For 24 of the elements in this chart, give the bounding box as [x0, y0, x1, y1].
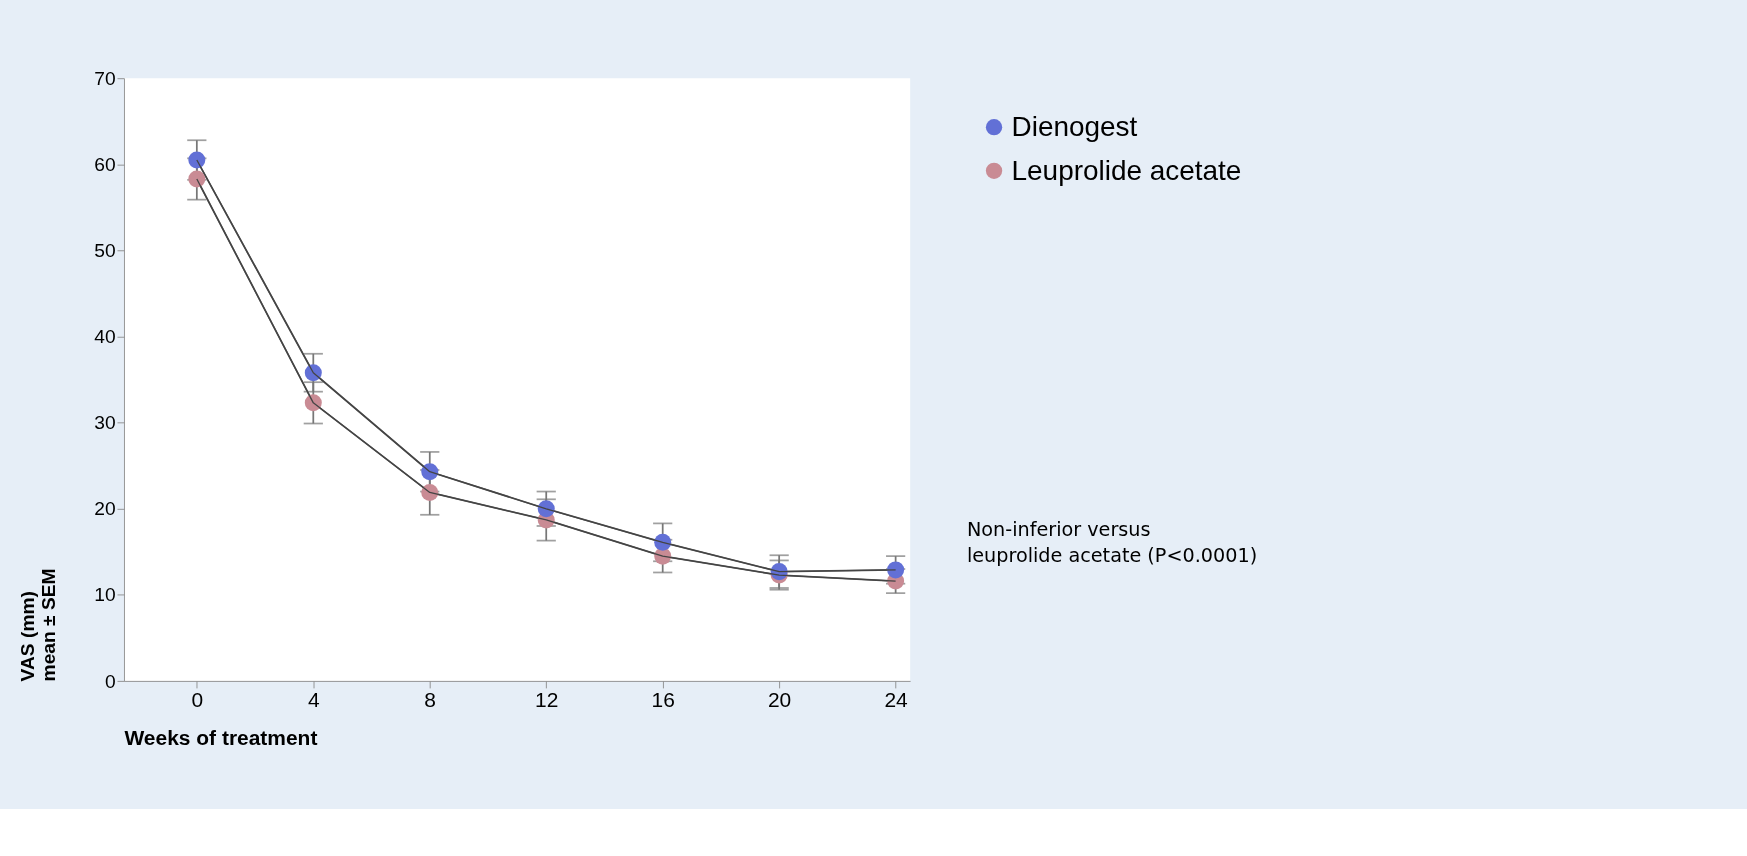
x-tick-label: 12: [535, 687, 559, 711]
point: [188, 170, 206, 188]
y-tick-label: 50: [94, 240, 116, 261]
y-tick-label: 10: [94, 584, 116, 606]
point: [887, 561, 905, 579]
y-tick-label: 70: [94, 67, 116, 89]
point: [421, 483, 439, 501]
x-tick-label: 8: [424, 687, 437, 711]
x-tick-label: 16: [651, 687, 675, 711]
legend-label: Leuprolide acetate: [1011, 154, 1242, 186]
x-tick-label: 24: [884, 687, 909, 711]
y-tick-label: 20: [94, 498, 116, 520]
y-tick-label: 0: [105, 670, 116, 692]
y-tick-label: 30: [94, 412, 116, 434]
x-tick-label: 0: [191, 687, 204, 711]
y-tick-label: 60: [94, 153, 116, 175]
x-tick-label: 4: [307, 687, 320, 711]
point: [188, 151, 206, 169]
x-axis-title: Weeks of treatment: [124, 726, 318, 750]
text: Non-inferior versus leuprolide acetate (P<0.0001): [966, 518, 1258, 568]
y-axis-title: VAS (mm) mean ± SEM: [17, 568, 60, 682]
y-tick-label: 40: [94, 326, 116, 348]
x-tick-label: 20: [767, 687, 792, 711]
legend-label: Dienogest: [1011, 110, 1138, 142]
